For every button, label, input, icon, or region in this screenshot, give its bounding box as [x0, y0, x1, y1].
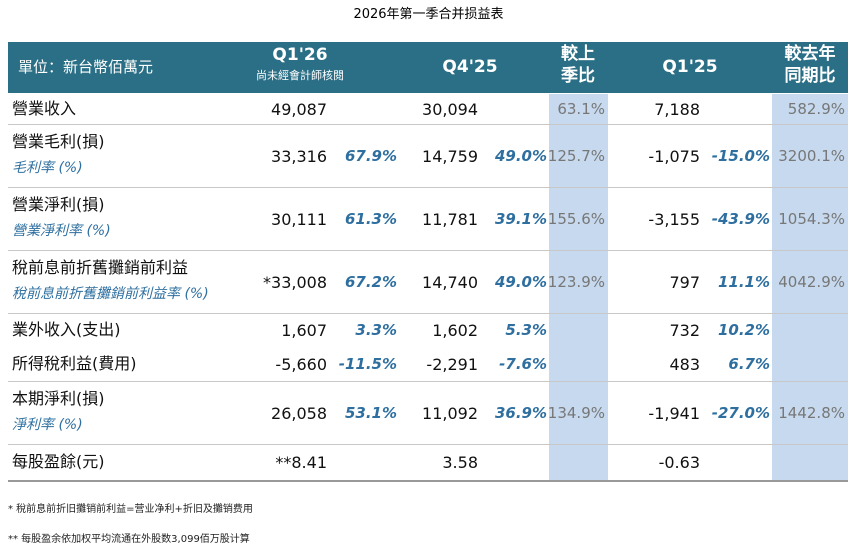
- header-title: Q1'25: [662, 57, 718, 77]
- row-label: 營業毛利(損): [12, 132, 105, 151]
- percent-cell: -43.9%: [711, 209, 770, 228]
- value-cell: 1,602: [432, 321, 478, 340]
- row-label: 業外收入(支出): [12, 320, 121, 339]
- row-label: 營業收入: [12, 98, 77, 118]
- change-cell: 1054.3%: [778, 209, 845, 228]
- value-cell: 49,087: [271, 99, 327, 119]
- value-cell: -5,660: [275, 355, 327, 374]
- row-label: 每股盈餘(元): [12, 452, 105, 471]
- row-label: 營業淨利(損): [12, 195, 105, 214]
- percent-cell: 11.1%: [717, 272, 770, 291]
- row-sublabel: 淨利率 (%): [12, 417, 83, 433]
- header-title: 同期比: [784, 66, 836, 86]
- percent-cell: -7.6%: [499, 355, 547, 373]
- percent-cell: 6.7%: [728, 355, 770, 373]
- change-cell: 63.1%: [557, 99, 605, 118]
- percent-cell: -15.0%: [711, 146, 770, 165]
- header-title: 季比: [561, 66, 595, 86]
- percent-cell: 67.2%: [344, 272, 397, 291]
- percent-cell: 39.1%: [494, 209, 547, 228]
- row-label: 所得稅利益(費用): [12, 354, 137, 373]
- row-divider: [8, 313, 848, 314]
- value-cell: 732: [669, 321, 700, 340]
- value-cell: -1,075: [648, 146, 700, 166]
- row-sublabel: 毛利率 (%): [12, 160, 83, 176]
- change-cell: 134.9%: [547, 403, 605, 422]
- percent-cell: 67.9%: [344, 146, 397, 165]
- footnote: * 稅前息前折旧攤销前利益=营业净利+折旧及攤销费用: [8, 504, 253, 515]
- value-cell: 3.58: [442, 453, 478, 472]
- value-cell: -0.63: [658, 453, 700, 472]
- row-divider: [8, 124, 848, 125]
- change-cell: 155.6%: [547, 209, 605, 228]
- value-cell: 33,316: [271, 146, 327, 166]
- value-cell: 11,781: [422, 209, 478, 229]
- percent-cell: 49.0%: [494, 146, 547, 165]
- header-title: Q4'25: [442, 57, 498, 77]
- value-cell: 1,607: [281, 321, 327, 340]
- highlight-qoq: [549, 94, 608, 482]
- row-label: 本期淨利(損): [12, 389, 105, 408]
- change-cell: 3200.1%: [778, 146, 845, 165]
- change-cell: 125.7%: [547, 146, 605, 165]
- header-bg: [8, 42, 848, 93]
- change-cell: 1442.8%: [778, 403, 845, 422]
- value-cell: 14,740: [422, 272, 478, 292]
- percent-cell: 53.1%: [344, 403, 397, 422]
- row-label: 稅前息前折舊攤銷前利益: [12, 258, 189, 277]
- change-cell: 582.9%: [787, 99, 845, 118]
- value-cell: -3,155: [648, 209, 700, 229]
- header-title: 較去年: [784, 44, 836, 64]
- header-title: Q1'26: [272, 45, 328, 65]
- value-cell: 7,188: [654, 99, 700, 119]
- row-divider: [8, 381, 848, 382]
- percent-cell: 49.0%: [494, 272, 547, 291]
- value-cell: *33,008: [263, 272, 327, 292]
- row-divider: [8, 187, 848, 188]
- title: 2026年第一季合并损益表: [353, 7, 504, 22]
- percent-cell: -27.0%: [711, 403, 770, 422]
- percent-cell: -11.5%: [338, 355, 397, 373]
- value-cell: -1,941: [648, 403, 700, 423]
- row-divider: [8, 250, 848, 251]
- row-divider: [8, 444, 848, 445]
- percent-cell: 5.3%: [505, 321, 547, 339]
- header-title: 較上: [561, 44, 595, 64]
- header-subtitle: 尚未經會計師核閱: [256, 69, 344, 82]
- value-cell: 14,759: [422, 146, 478, 166]
- value-cell: **8.41: [275, 453, 327, 472]
- percent-cell: 36.9%: [494, 403, 547, 422]
- row-sublabel: 營業淨利率 (%): [12, 223, 111, 239]
- value-cell: 483: [669, 355, 700, 374]
- row-divider: [8, 480, 848, 482]
- footnote: ** 每股盈余依加权平均流通在外股数3,099佰万股计算: [8, 534, 250, 545]
- value-cell: -2,291: [426, 355, 478, 374]
- change-cell: 4042.9%: [778, 272, 845, 291]
- value-cell: 26,058: [271, 403, 327, 423]
- row-sublabel: 稅前息前折舊攤銷前利益率 (%): [12, 286, 209, 302]
- value-cell: 11,092: [422, 403, 478, 423]
- percent-cell: 3.3%: [355, 321, 397, 339]
- percent-cell: 61.3%: [344, 209, 397, 228]
- percent-cell: 10.2%: [717, 321, 770, 339]
- value-cell: 30,094: [422, 99, 478, 119]
- header-unit: 單位：新台幣佰萬元: [18, 58, 154, 76]
- value-cell: 30,111: [271, 209, 327, 229]
- change-cell: 123.9%: [547, 272, 605, 291]
- highlight-yoy: [772, 94, 848, 482]
- value-cell: 797: [669, 272, 700, 292]
